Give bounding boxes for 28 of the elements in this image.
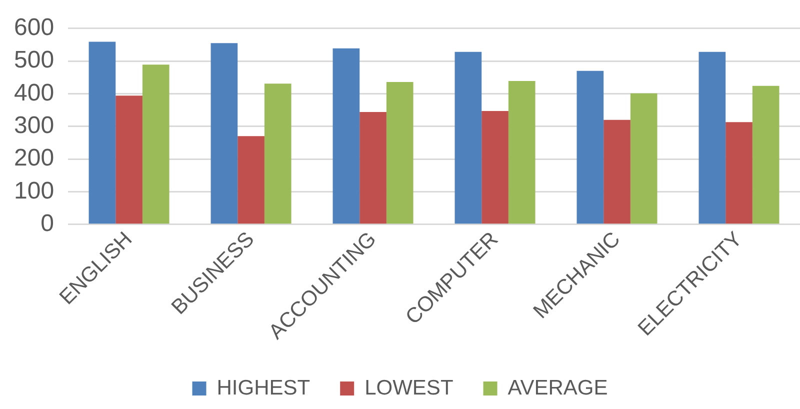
bar [360,112,386,224]
bar [752,86,780,224]
y-tick-label: 200 [14,144,54,172]
bar [142,64,170,224]
y-tick-label: 300 [14,112,54,140]
bar [88,42,116,224]
bar [454,52,482,224]
y-tick-label: 100 [14,177,54,204]
legend-label: LOWEST [364,376,454,400]
bar [332,48,360,224]
legend-label: AVERAGE [508,376,608,400]
bar [726,122,752,224]
y-tick-label: 400 [14,79,54,106]
bar [576,70,604,224]
bar [482,111,508,224]
bar [210,43,238,224]
y-tick-label: 500 [14,46,54,74]
legend-label: HIGHEST [216,376,310,400]
y-tick-label: 600 [14,14,54,42]
bar [238,136,264,224]
y-tick-label: 0 [40,210,54,237]
bar [630,93,658,224]
bar [116,96,142,224]
bar [698,52,726,224]
bar [386,82,414,224]
bar [264,84,292,224]
bar [508,80,536,224]
bar [604,120,630,224]
